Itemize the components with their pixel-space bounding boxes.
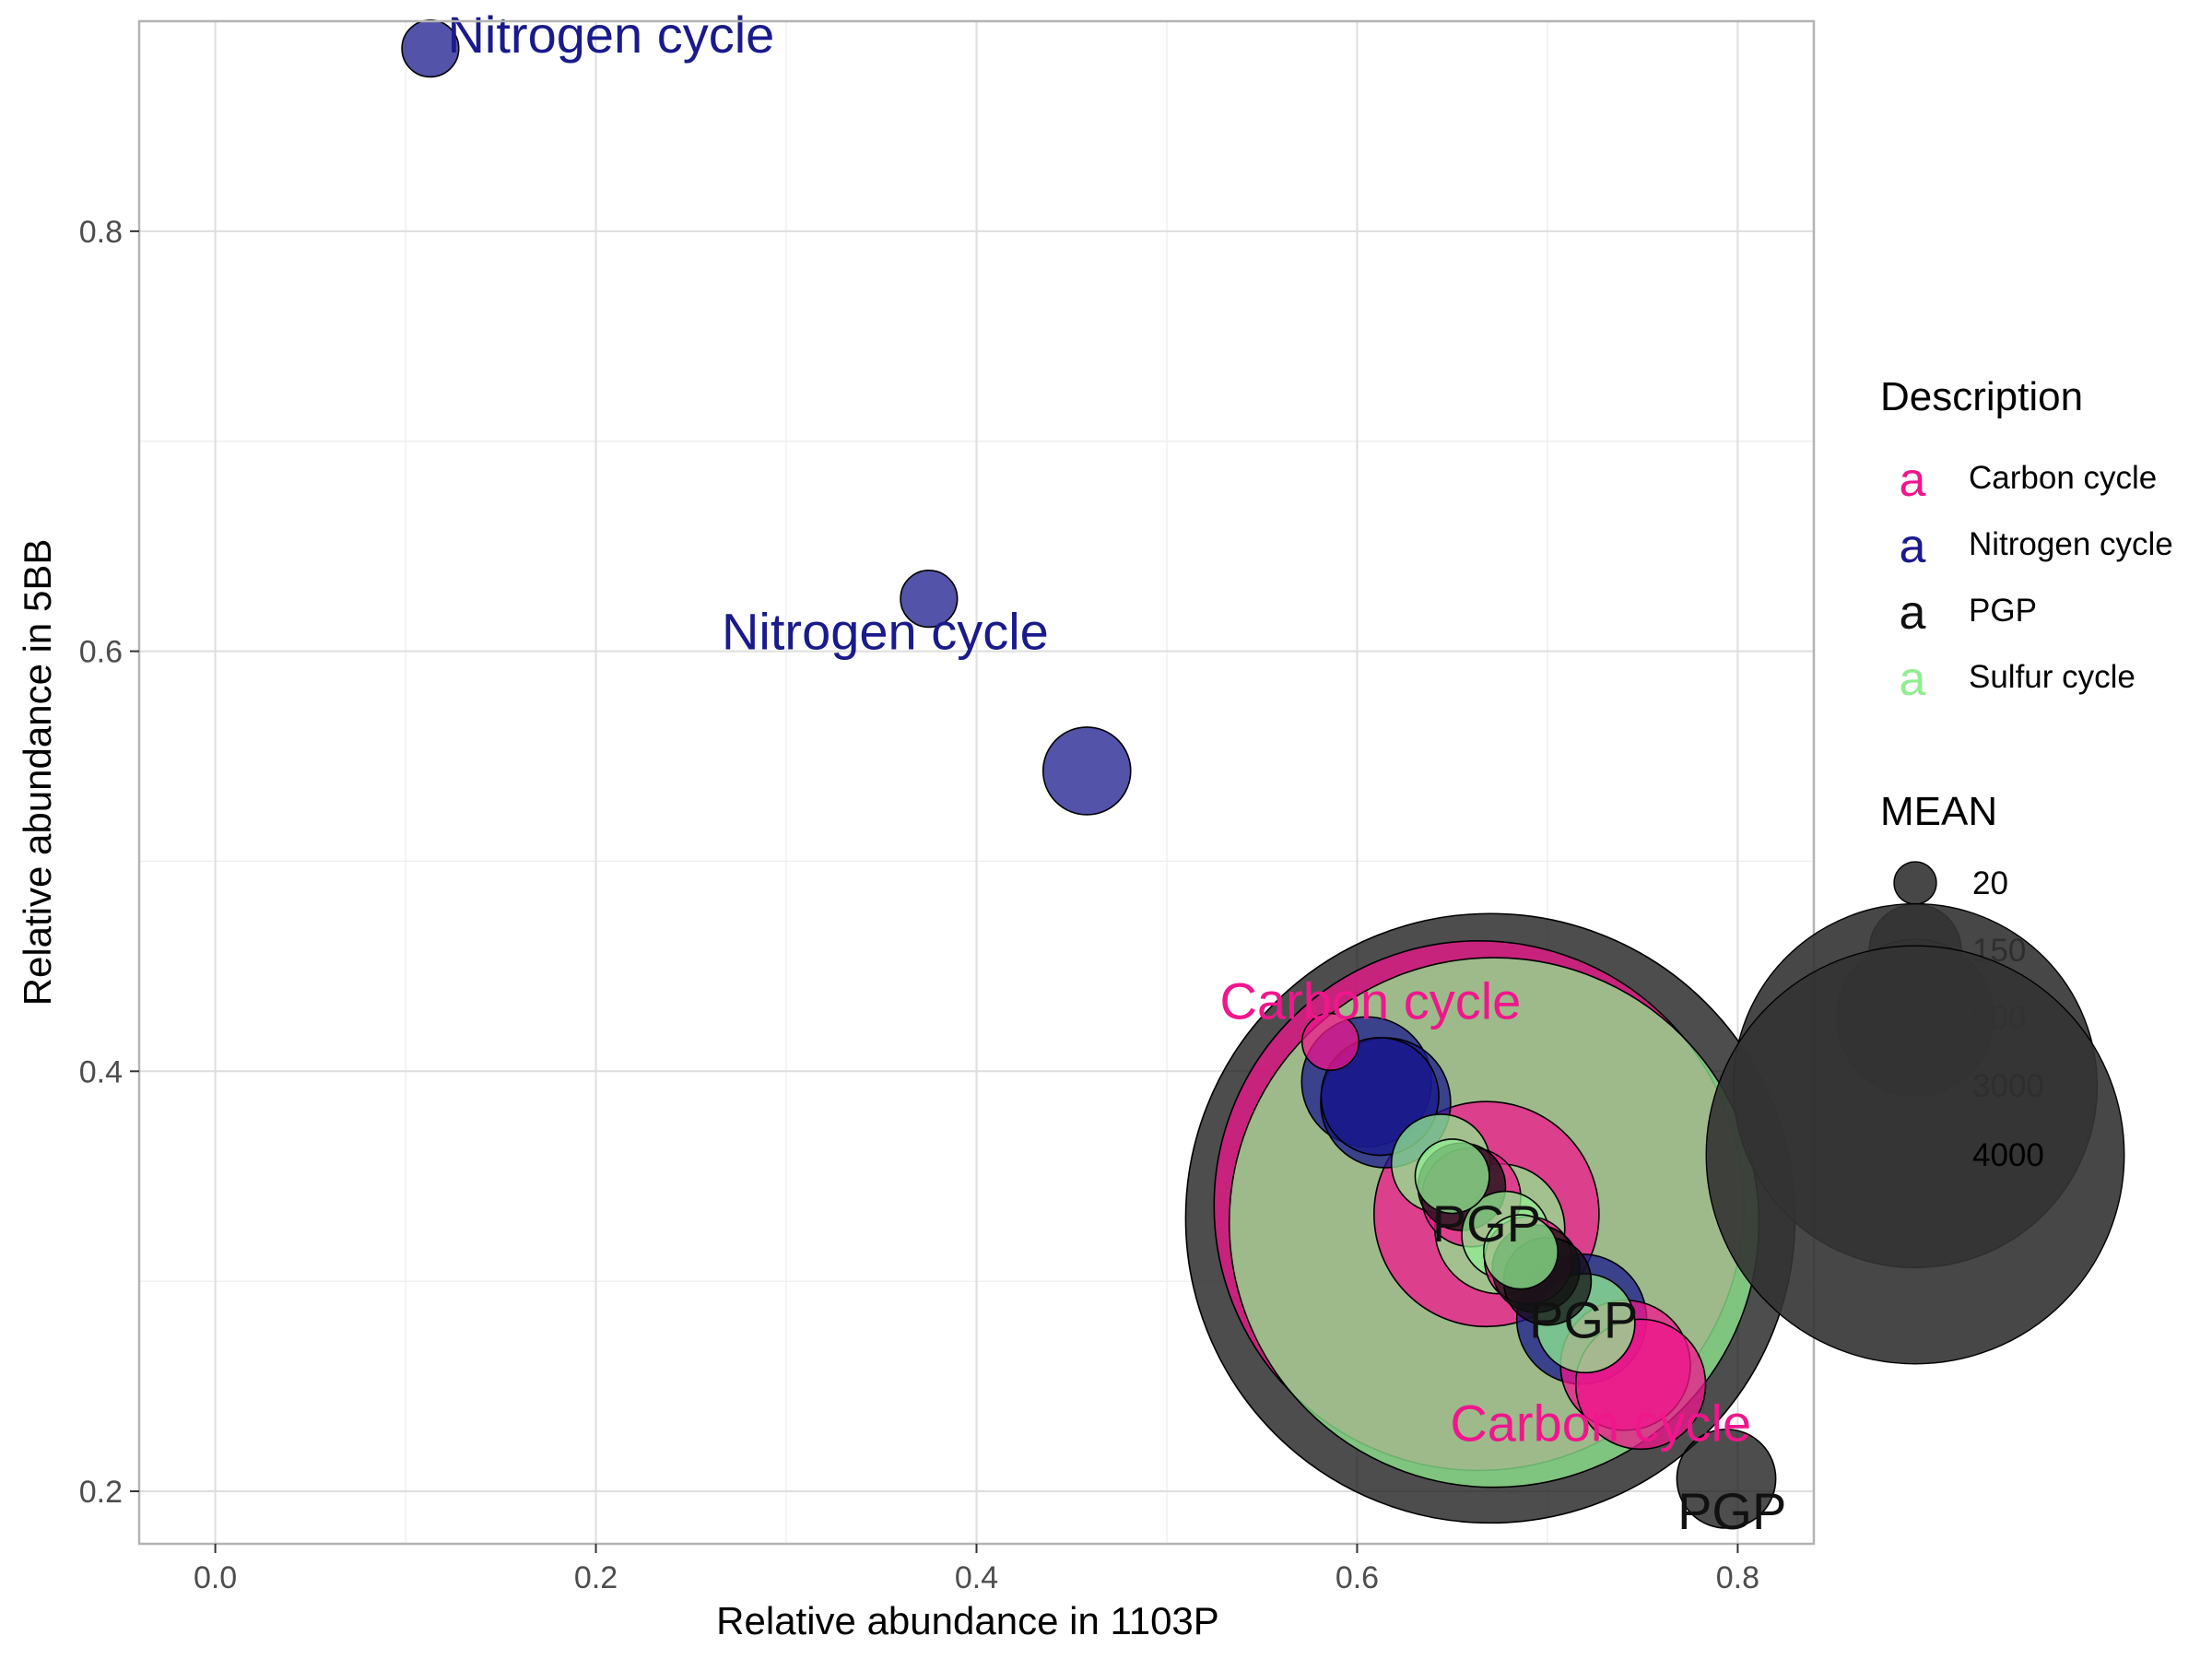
axes: 0.0 0.2 0.4 0.6 0.8 0.2 0.4 0.6 0.8 (79, 215, 1759, 1595)
legend-color-key: a (1900, 520, 1926, 573)
legend-color-label: Nitrogen cycle (1969, 526, 2173, 562)
data-point (1300, 1012, 1360, 1072)
legend-color-key: a (1900, 453, 1926, 507)
point-label: Nitrogen cycle (447, 6, 774, 64)
legend-size-key (1893, 861, 1937, 905)
x-tick-label: 0.2 (574, 1560, 618, 1595)
point-label: Nitrogen cycle (722, 602, 1049, 660)
x-axis-title: Relative abundance in 1103P (716, 1599, 1219, 1642)
legend-color-label: Sulfur cycle (1969, 659, 2136, 695)
data-point (1041, 726, 1132, 816)
point-label: Carbon cycle (1450, 1394, 1751, 1452)
y-tick-label: 0.6 (79, 635, 123, 670)
legend-color-key: a (1900, 653, 1926, 706)
y-tick-label: 0.2 (79, 1475, 123, 1510)
legend-color-key: a (1900, 586, 1926, 640)
legend-color-title: Description (1880, 374, 2083, 419)
data-point (1482, 1214, 1559, 1290)
data-point (1414, 1138, 1490, 1215)
legend-size-label: 20 (1972, 865, 2008, 901)
data-point (1676, 1428, 1777, 1529)
legend-size-label: 4000 (1972, 1137, 2044, 1173)
legend-size-entries: 2015050030004000 (1705, 861, 2125, 1365)
x-tick-label: 0.0 (194, 1560, 237, 1595)
point-label: PGP (1677, 1482, 1786, 1540)
legend-color-label: Carbon cycle (1969, 460, 2157, 496)
data-point (900, 570, 959, 629)
legend-size-title: MEAN (1880, 789, 1997, 834)
point-label: PGP (1529, 1291, 1638, 1349)
point-label: Carbon cycle (1220, 971, 1522, 1030)
legend-color-entries: a Carbon cycle a Nitrogen cycle a PGP a Sulfur … (1900, 453, 2173, 706)
x-tick-label: 0.4 (955, 1560, 998, 1595)
y-tick-label: 0.8 (79, 215, 123, 250)
x-tick-label: 0.8 (1716, 1560, 1759, 1595)
point-annotations: Nitrogen cycle Nitrogen cycle Carbon cycle… (447, 6, 1786, 1540)
legend: Description a Carbon cycle a Nitrogen cycle… (1705, 374, 2173, 1365)
y-axis-title: Relative abundance in 5BB (16, 539, 59, 1006)
y-tick-label: 0.4 (79, 1054, 123, 1089)
x-tick-label: 0.6 (1335, 1560, 1379, 1595)
legend-size-key (1705, 945, 2125, 1365)
point-label: PGP (1432, 1194, 1541, 1253)
data-points (401, 19, 1796, 1529)
legend-color-label: PGP (1969, 593, 2037, 629)
